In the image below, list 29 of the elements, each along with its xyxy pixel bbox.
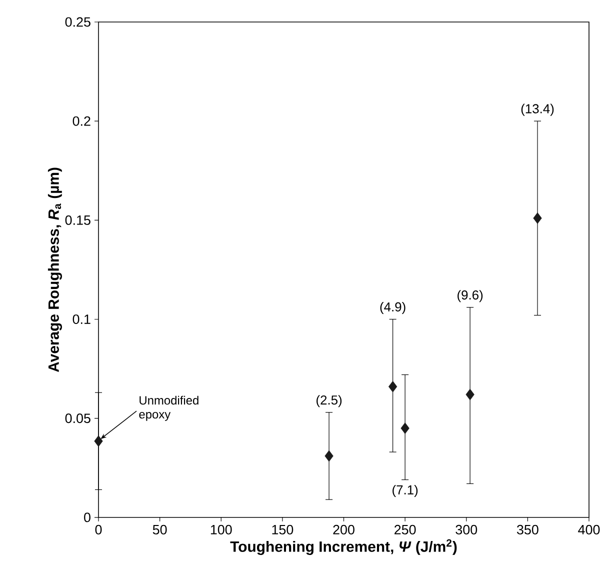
point <box>533 212 542 224</box>
annotation: (2.5) <box>316 395 342 408</box>
text: Average Roughness, R$_{a}$ (µm) <box>48 168 62 372</box>
annotation: (4.9) <box>380 302 406 314</box>
y-tick-label: 0.1 <box>72 314 90 324</box>
y-tick-label: 0.15 <box>65 215 90 225</box>
y-tick-label: 0 <box>84 512 90 522</box>
point <box>324 450 334 462</box>
x-tick-label: 150 <box>272 524 294 534</box>
point <box>388 380 398 392</box>
annotation: (13.4) <box>521 104 554 116</box>
y-tick-label: 0.2 <box>72 116 90 126</box>
x-tick-label: 100 <box>210 524 232 534</box>
y-tick-label: 0.25 <box>65 17 90 27</box>
y-tick-label: 0.05 <box>65 414 90 424</box>
x-tick-label: 50 <box>152 524 167 534</box>
x-tick-label: 200 <box>333 524 354 534</box>
text: Toughening Increment, Ψ (J/m$^{2}$) <box>230 539 457 555</box>
point <box>94 435 103 447</box>
x-tick-label: 300 <box>456 524 478 534</box>
point <box>400 422 410 434</box>
point <box>466 388 474 400</box>
annotation: (9.6) <box>458 290 483 302</box>
x-tick-label: 250 <box>394 524 416 534</box>
x-tick-label: 0 <box>95 524 102 534</box>
annotation: Unmodified epoxy <box>139 396 198 421</box>
x-tick-label: 400 <box>578 524 600 534</box>
annotation: (7.1) <box>392 484 418 498</box>
x-tick-label: 350 <box>516 524 538 534</box>
